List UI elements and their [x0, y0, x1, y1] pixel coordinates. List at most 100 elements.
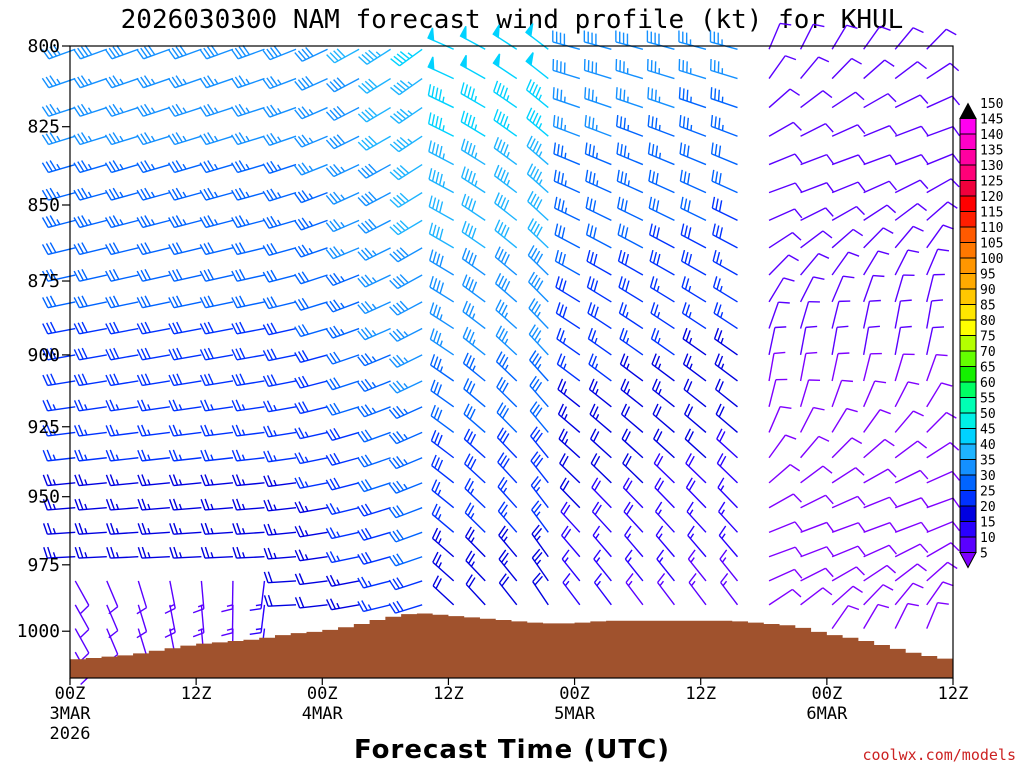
barb-shaft — [495, 283, 518, 303]
barb-feather — [461, 247, 468, 259]
barb-feather — [471, 200, 477, 212]
barb-feather — [626, 504, 634, 515]
barb-feather — [946, 411, 957, 419]
barb-feather — [430, 404, 436, 417]
barb-shaft — [428, 206, 455, 221]
barb-feather — [469, 458, 477, 470]
barb-feather — [168, 244, 175, 255]
barb-shaft — [800, 56, 820, 80]
wind-barb — [357, 576, 391, 589]
barb-shaft — [926, 95, 953, 109]
barb-feather — [684, 278, 690, 290]
wind-barb — [711, 169, 738, 194]
barb-half-feather — [719, 285, 723, 292]
barb-feather — [470, 88, 475, 100]
barb-feather — [714, 88, 717, 100]
wind-barb — [325, 105, 360, 121]
barb-feather — [325, 551, 333, 563]
barb-shaft — [395, 531, 423, 543]
barb-shaft — [205, 327, 234, 335]
barb-feather — [238, 75, 247, 86]
barb-feather — [199, 134, 207, 145]
barb-feather — [81, 269, 88, 280]
barb-feather — [106, 523, 112, 535]
barb-feather — [794, 153, 803, 164]
barb-shaft — [429, 259, 455, 276]
barb-feather — [389, 171, 400, 181]
barb-half-feather — [690, 580, 696, 587]
barb-half-feather — [273, 430, 277, 436]
barb-feather — [109, 449, 116, 461]
barb-feather — [81, 215, 89, 226]
barb-half-feather — [273, 528, 277, 535]
wind-barb — [710, 142, 738, 166]
barb-shaft — [863, 438, 886, 459]
barb-shaft — [894, 497, 922, 509]
barb-feather — [848, 251, 860, 257]
barb-feather — [393, 141, 403, 150]
barb-feather — [431, 503, 438, 515]
barb-half-feather — [371, 277, 377, 283]
barb-feather — [591, 117, 595, 130]
barb-shaft — [768, 464, 791, 484]
barb-feather — [653, 453, 661, 464]
barb-feather — [173, 546, 179, 559]
barb-half-feather — [503, 512, 508, 518]
barb-half-feather — [626, 363, 630, 370]
barb-feather — [429, 354, 436, 366]
barb-feather — [231, 400, 238, 412]
wind-barb — [617, 249, 644, 276]
barb-feather — [73, 189, 81, 201]
barb-feather — [140, 322, 147, 334]
wind-barb — [555, 276, 581, 303]
barb-feather — [654, 89, 657, 102]
barb-half-feather — [245, 135, 250, 142]
wind-barb — [799, 325, 818, 356]
wind-barb — [263, 475, 297, 488]
barb-feather — [357, 554, 365, 565]
barb-shaft — [800, 435, 820, 459]
barb-half-feather — [178, 404, 183, 410]
barb-feather — [361, 249, 370, 259]
barb-feather — [263, 548, 269, 560]
barb-feather — [239, 295, 246, 307]
barb-feather — [617, 196, 621, 209]
barb-feather — [917, 440, 928, 449]
barb-half-feather — [84, 454, 88, 461]
barb-feather — [468, 553, 476, 564]
wind-barb — [462, 274, 486, 303]
wind-barb — [463, 403, 486, 433]
wind-barb — [262, 296, 297, 310]
barb-feather — [396, 302, 405, 312]
barb-feather — [655, 145, 659, 158]
barb-feather — [207, 75, 215, 86]
barb-shaft — [554, 180, 581, 194]
barb-shaft — [429, 312, 455, 330]
wind-barb — [388, 553, 423, 567]
barb-feather — [556, 353, 563, 365]
barb-shaft — [200, 604, 205, 633]
barb-feather — [499, 405, 507, 416]
barb-half-feather — [538, 94, 542, 101]
colorbar-label: 30 — [980, 469, 996, 484]
barb-feather — [468, 305, 475, 317]
barb-half-feather — [87, 107, 93, 113]
wind-barb — [799, 351, 818, 382]
barb-feather — [204, 449, 210, 461]
barb-feather — [500, 224, 507, 236]
barb-feather — [105, 450, 112, 462]
barb-half-feather — [115, 429, 120, 436]
barb-half-feather — [720, 337, 724, 344]
barb-shaft — [204, 507, 233, 511]
barb-feather — [140, 269, 148, 281]
wind-barb — [231, 215, 265, 229]
barb-shaft — [334, 77, 360, 93]
barb-shaft — [618, 260, 644, 276]
barb-flag — [492, 24, 500, 39]
wind-barb — [105, 498, 139, 511]
barb-feather — [42, 450, 49, 462]
barb-half-feather — [336, 579, 341, 585]
barb-feather — [502, 407, 510, 419]
barb-feather — [204, 546, 210, 559]
y-tick-label: 925 — [27, 417, 60, 438]
